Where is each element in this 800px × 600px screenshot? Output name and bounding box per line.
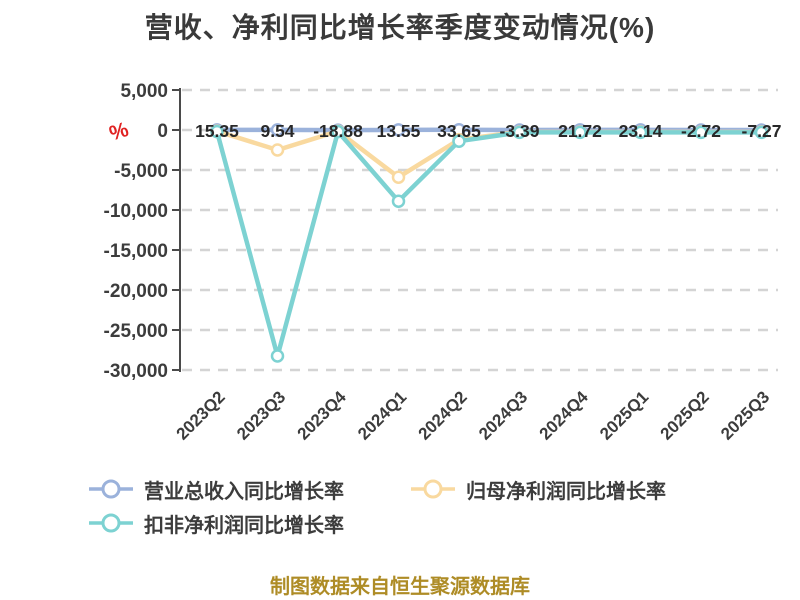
svg-text:2024Q4: 2024Q4	[536, 387, 593, 444]
y-axis-ticks	[172, 89, 180, 371]
data-point	[754, 125, 769, 140]
svg-text:2025Q3: 2025Q3	[717, 387, 773, 443]
svg-text:2024Q3: 2024Q3	[475, 387, 531, 443]
svg-text:2023Q3: 2023Q3	[233, 387, 289, 443]
legend-item-net-profit-yoy[interactable]: 归母净利润同比增长率	[410, 475, 732, 504]
svg-text:-30,000: -30,000	[104, 361, 168, 382]
svg-text:-5,000: -5,000	[114, 161, 168, 182]
legend-row-2: 扣非净利润同比增长率	[88, 506, 778, 540]
legend-item-deducted-net-profit-yoy[interactable]: 扣非净利润同比增长率	[88, 509, 410, 538]
svg-text:2023Q2: 2023Q2	[173, 387, 229, 443]
legend: 营业总收入同比增长率 归母净利润同比增长率 扣非净利润同比增长率	[88, 472, 778, 540]
data-labels: 15.35 9.54 -18.88 13.55 33.65 -3.39 21.72 23.14…	[195, 121, 781, 141]
y-axis-unit-percent: %	[107, 118, 132, 146]
svg-text:-2.72: -2.72	[681, 121, 721, 141]
svg-text:-18.88: -18.88	[313, 121, 363, 141]
svg-text:-25,000: -25,000	[104, 321, 168, 342]
svg-text:0: 0	[157, 121, 168, 142]
svg-text:2023Q4: 2023Q4	[294, 387, 351, 444]
svg-text:-15,000: -15,000	[104, 241, 168, 262]
svg-text:15.35: 15.35	[195, 121, 239, 141]
legend-label-deducted-net-profit-yoy: 扣非净利润同比增长率	[144, 514, 344, 537]
chart-title: 营收、净利同比增长率季度变动情况(%)	[144, 12, 656, 43]
legend-marker-net-profit-icon	[410, 477, 456, 501]
legend-row-1: 营业总收入同比增长率 归母净利润同比增长率	[88, 472, 778, 506]
series-line-2	[214, 129, 764, 359]
data-point	[573, 125, 587, 140]
svg-text:9.54: 9.54	[260, 121, 294, 141]
data-point	[391, 194, 406, 208]
svg-text:2024Q2: 2024Q2	[415, 387, 471, 443]
svg-text:2025Q2: 2025Q2	[657, 387, 713, 443]
svg-text:-20,000: -20,000	[104, 281, 168, 302]
data-point	[512, 125, 527, 140]
y-axis-labels: 5,000 0 -5,000 -10,000 -15,000 -20,000 -25,000…	[104, 81, 168, 382]
data-point	[694, 125, 708, 140]
data-point	[331, 124, 345, 139]
svg-text:2025Q1: 2025Q1	[596, 387, 652, 443]
svg-text:21.72: 21.72	[558, 121, 602, 141]
svg-text:13.55: 13.55	[377, 121, 421, 141]
legend-marker-deducted-net-profit-icon	[88, 511, 134, 535]
legend-label-total-revenue-yoy: 营业总收入同比增长率	[144, 480, 344, 503]
data-point	[270, 143, 285, 157]
series-2	[210, 124, 769, 363]
legend-label-net-profit-yoy: 归母净利润同比增长率	[466, 480, 666, 503]
svg-text:-10,000: -10,000	[104, 201, 168, 222]
svg-text:5,000: 5,000	[120, 81, 168, 102]
x-axis-labels: 2023Q2 2023Q3 2023Q4 2024Q1 2024Q2 2024Q3 2024…	[173, 387, 774, 444]
data-point	[270, 349, 285, 363]
line-chart-canvas: 5,000 0 -5,000 -10,000 -15,000 -20,000 -25,000…	[104, 81, 782, 444]
data-source-note: 制图数据来自恒生聚源数据库	[270, 576, 530, 598]
legend-item-total-revenue-yoy[interactable]: 营业总收入同比增长率	[88, 475, 410, 504]
data-point	[452, 134, 466, 148]
svg-text:-3.39: -3.39	[500, 121, 540, 141]
data-point	[210, 124, 224, 139]
svg-text:2024Q1: 2024Q1	[354, 387, 410, 443]
legend-marker-revenue-icon	[88, 477, 134, 501]
svg-text:-7.27: -7.27	[742, 121, 782, 141]
svg-text:23.14: 23.14	[619, 121, 663, 141]
data-point	[391, 123, 406, 137]
data-point	[633, 125, 648, 140]
svg-text:33.65: 33.65	[437, 121, 481, 141]
data-point	[270, 123, 285, 137]
data-point	[391, 170, 406, 184]
